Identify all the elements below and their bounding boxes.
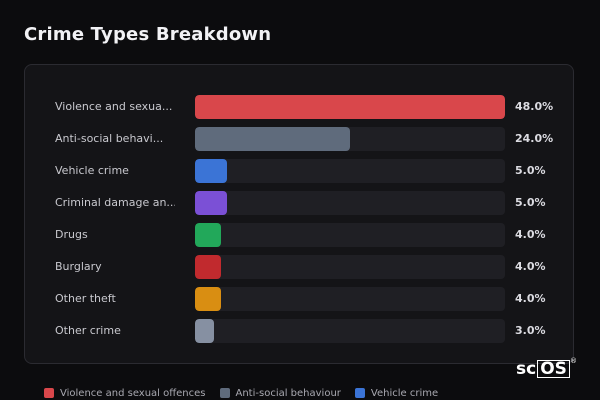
bar-value-label: 3.0% xyxy=(515,324,546,337)
bar-track xyxy=(195,223,505,247)
bar-value-label: 4.0% xyxy=(515,228,546,241)
bar-label: Vehicle crime xyxy=(55,164,129,177)
bar xyxy=(195,287,221,311)
bar-row: Other crime 3.0% xyxy=(25,319,575,343)
legend-label: Vehicle crime xyxy=(370,387,439,399)
bar-track xyxy=(195,191,505,215)
bar-track xyxy=(195,127,505,151)
bar-value-label: 48.0% xyxy=(515,100,554,113)
bar-value-label: 24.0% xyxy=(515,132,554,145)
bar-track xyxy=(195,159,505,183)
registered-mark-icon: ® xyxy=(570,357,577,365)
bar-value-label: 4.0% xyxy=(515,292,546,305)
bar-row: Anti-social behavi... 24.0% xyxy=(25,127,575,151)
bar-row: Other theft 4.0% xyxy=(25,287,575,311)
bar xyxy=(195,319,215,343)
scos-logo: sc OS xyxy=(516,358,570,380)
bar-value-label: 5.0% xyxy=(515,164,546,177)
legend-label: Violence and sexual offences xyxy=(60,387,206,399)
legend-swatch xyxy=(219,388,230,398)
bar-row: Violence and sexua... 48.0% xyxy=(25,95,575,119)
bar-row: Drugs 4.0% xyxy=(25,223,575,247)
bar-label: Anti-social behavi... xyxy=(55,132,164,145)
bar-label: Criminal damage an... xyxy=(55,196,175,209)
bar-row: Criminal damage an... 5.0% xyxy=(25,191,575,215)
bar-row: Vehicle crime 5.0% xyxy=(25,159,575,183)
legend-swatch xyxy=(354,388,365,398)
bar xyxy=(195,127,350,151)
bar-track xyxy=(195,287,505,311)
legend-item: Anti-social behaviour xyxy=(219,387,341,399)
bar-label: Burglary xyxy=(55,260,102,273)
bar-row: Burglary 4.0% xyxy=(25,255,575,279)
bar-value-label: 5.0% xyxy=(515,196,546,209)
bar xyxy=(195,223,221,247)
bar-label: Other theft xyxy=(55,292,116,305)
legend-swatch xyxy=(44,388,54,398)
chart-title: Crime Types Breakdown xyxy=(24,24,272,45)
bar xyxy=(195,191,228,215)
chart-legend: Violence and sexual offences Anti-social … xyxy=(44,386,438,400)
bar-label: Other crime xyxy=(55,324,121,337)
legend-item: Vehicle crime xyxy=(354,387,439,399)
bar xyxy=(195,159,228,183)
bar xyxy=(195,255,221,279)
bar-value-label: 4.0% xyxy=(515,260,546,273)
bar-track xyxy=(195,95,505,119)
legend-item: Violence and sexual offences xyxy=(44,388,206,399)
bar-track xyxy=(195,255,505,279)
bar-label: Violence and sexua... xyxy=(55,100,173,113)
legend-label: Anti-social behaviour xyxy=(235,387,341,399)
chart-panel: Violence and sexua... 48.0% Anti-social be… xyxy=(24,64,574,364)
bar-track xyxy=(195,319,505,343)
bar xyxy=(195,95,505,119)
bar-label: Drugs xyxy=(55,228,88,241)
